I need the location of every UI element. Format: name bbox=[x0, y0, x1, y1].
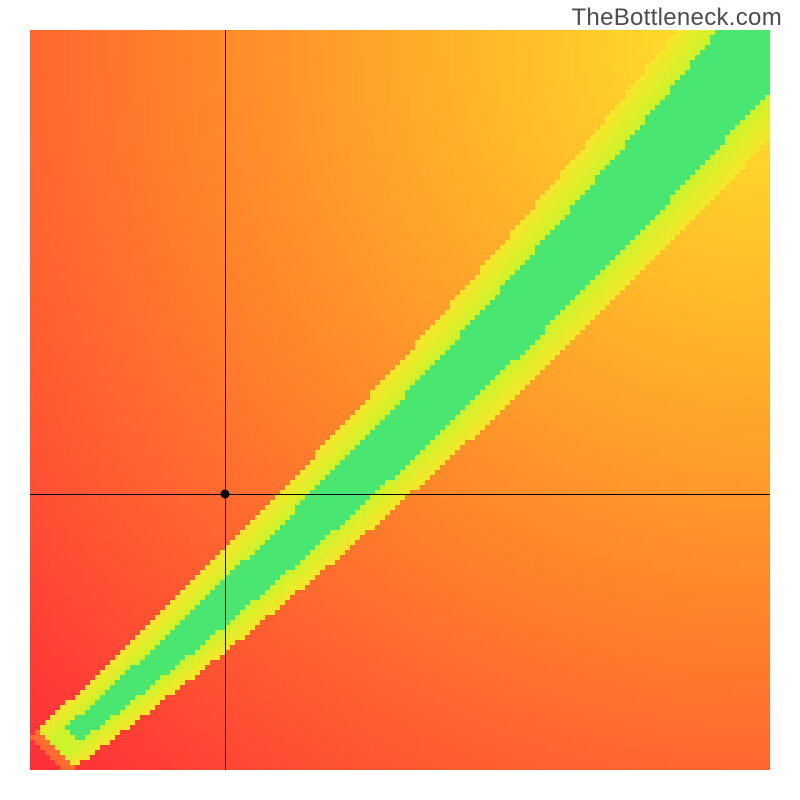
crosshair-marker bbox=[221, 489, 230, 498]
heatmap-canvas bbox=[30, 30, 770, 770]
crosshair-vertical bbox=[225, 30, 226, 770]
chart-container: TheBottleneck.com bbox=[0, 0, 800, 800]
heatmap-plot bbox=[30, 30, 770, 770]
crosshair-horizontal bbox=[30, 494, 770, 495]
watermark-text: TheBottleneck.com bbox=[571, 4, 782, 32]
